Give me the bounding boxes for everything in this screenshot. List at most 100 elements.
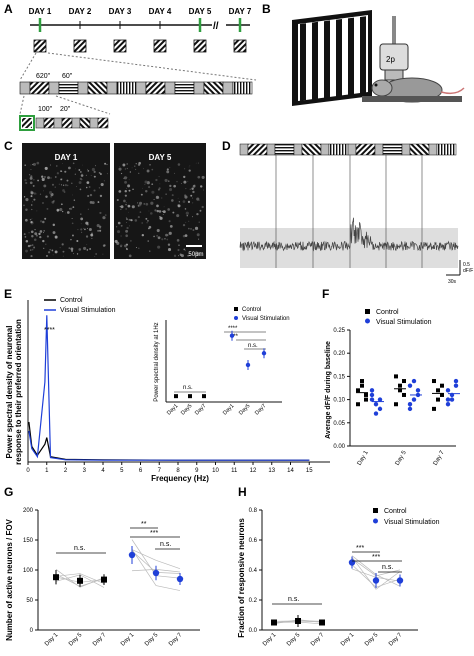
h-sig-1: *** [356, 545, 364, 552]
e-xtick-label: 4 [101, 468, 105, 474]
speckle-dot [45, 195, 48, 199]
f-legend-control: Control [376, 309, 399, 316]
speckle-dot [137, 202, 139, 204]
f-point-control [440, 383, 444, 388]
panel-letter-f: F [322, 287, 329, 301]
f-point-visual [445, 397, 451, 402]
speckle-dot [155, 195, 159, 199]
speckle-dot [161, 210, 163, 212]
speckle-dot [75, 168, 77, 170]
f-point-visual [407, 402, 413, 407]
speckle-dot [61, 243, 64, 246]
h-sig-ns-control: n.s. [288, 596, 299, 603]
speckle-dot [129, 171, 131, 173]
speckle-dot [37, 179, 39, 182]
speckle-dot [86, 181, 90, 185]
e-xtick-label: 13 [268, 468, 275, 474]
speckle-dot [150, 201, 154, 205]
g-ytick-label: 50 [26, 598, 33, 604]
inset-point-visual [245, 362, 251, 368]
panel-letter-a: A [4, 2, 13, 16]
speckle-dot [31, 208, 33, 211]
gray-block [222, 81, 234, 95]
speckle-dot [45, 243, 47, 245]
speckle-dot [141, 233, 144, 237]
speckle-dot [131, 167, 133, 169]
h-sig-2: *** [372, 554, 380, 561]
speckle-dot [177, 204, 181, 208]
gray-block [239, 143, 249, 156]
speckle-dot [129, 239, 132, 242]
speckle-dot [76, 253, 79, 255]
speckle-dot [168, 231, 172, 235]
speckle-dot [158, 210, 162, 213]
speckle-dot [35, 234, 38, 237]
f-point-visual [415, 388, 421, 393]
speckle-dot [72, 162, 75, 165]
speckle-dot [125, 208, 127, 210]
f-point-visual [369, 397, 375, 402]
speckle-dot [99, 229, 102, 232]
speckle-dot [70, 238, 72, 241]
speckle-dot [178, 201, 181, 203]
speckle-dot [189, 188, 191, 190]
image-title-day5: DAY 5 [149, 153, 172, 162]
g-point-visual [128, 551, 136, 559]
duration-zoom-long: 100" [38, 106, 53, 113]
speckle-dot [128, 189, 131, 192]
speckle-dot [196, 252, 200, 256]
speckle-dot [42, 202, 44, 204]
speckle-dot [135, 246, 138, 249]
speckle-dot [134, 165, 136, 167]
speckle-dot [167, 208, 170, 211]
grating-block [274, 143, 295, 156]
f-ytick-label: 0.05 [333, 421, 345, 427]
speckle-dot [196, 233, 200, 237]
speckle-dot [125, 202, 127, 204]
speckle-dot [30, 255, 33, 258]
scale-x-value: 30s [448, 279, 457, 285]
inset-legend-visual: Visual Stimulation [242, 316, 290, 322]
speckle-dot [35, 193, 37, 195]
f-point-visual [373, 402, 379, 407]
speckle-dot [125, 229, 129, 233]
speckle-dot [73, 199, 76, 201]
speckle-dot [30, 204, 33, 206]
speckle-dot [194, 226, 199, 230]
speckle-dot [52, 223, 56, 227]
e-legend-visual: Visual Stimulation [60, 307, 116, 314]
speckle-texture [23, 161, 205, 258]
f-point-control [398, 383, 402, 388]
panel-a: A // DAY 1 DAY 2 DAY 3 DAY 4 DAY 5 DAY 7 620"… [4, 2, 257, 131]
speckle-dot [153, 235, 155, 238]
f-point-visual [449, 397, 455, 402]
speckle-dot [184, 234, 188, 237]
speckle-dot [61, 210, 64, 213]
speckle-dot [30, 169, 32, 170]
e-xtick-label: 0 [26, 468, 30, 474]
speckle-dot [99, 173, 102, 175]
speckle-dot [203, 189, 204, 191]
speckle-dot [157, 236, 161, 240]
grating-block [61, 117, 73, 129]
f-point-control [432, 379, 436, 384]
speckle-dot [49, 248, 51, 251]
speckle-dot [196, 212, 199, 216]
speckle-dot [184, 208, 187, 210]
speckle-dot [156, 234, 159, 237]
speckle-dot [78, 181, 82, 184]
speckle-dot [87, 170, 90, 172]
speckle-dot [120, 172, 123, 175]
speckle-dot [24, 179, 27, 182]
speckle-dot [169, 225, 173, 228]
f-point-control [364, 397, 368, 402]
speckle-dot [176, 239, 180, 242]
speckle-dot [69, 208, 71, 210]
speckle-dot [199, 209, 202, 212]
speckle-dot [132, 188, 134, 191]
duration-zoom-short: 20" [60, 106, 71, 113]
speckle-dot [33, 192, 37, 195]
speckle-dot [80, 178, 83, 181]
grating-block [116, 81, 137, 95]
speckle-dot [190, 194, 193, 197]
